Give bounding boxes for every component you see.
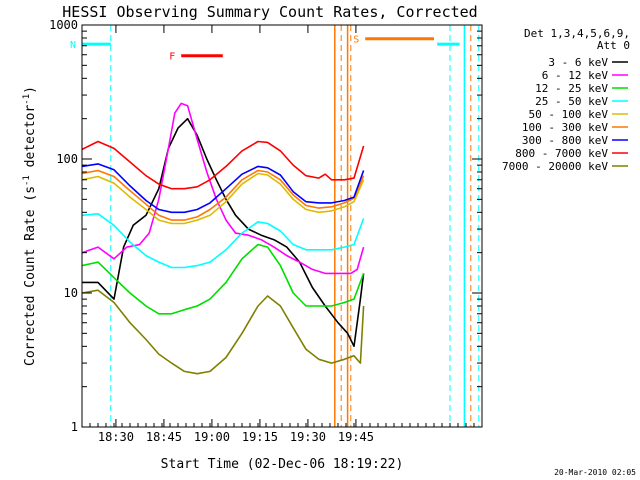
annotation-label-0: N xyxy=(70,40,76,51)
x-axis-label: Start Time (02-Dec-06 18:19:22) xyxy=(161,457,404,472)
x-tick-label-3: 19:15 xyxy=(242,430,278,444)
x-tick-label-5: 19:45 xyxy=(338,430,374,444)
legend-label-7: 800 - 7000 keV xyxy=(515,147,608,160)
legend-header-1: Att 0 xyxy=(597,39,630,52)
series-line-7 xyxy=(82,140,365,190)
legend-header-0: Det 1,3,4,5,6,9, xyxy=(524,27,630,40)
series-line-8 xyxy=(82,289,365,375)
legend-label-8: 7000 - 20000 keV xyxy=(502,160,608,173)
x-tick-label-4: 19:30 xyxy=(290,430,326,444)
legend-label-6: 300 - 800 keV xyxy=(522,134,608,147)
y-tick-label-0: 1 xyxy=(71,420,78,434)
legend-label-2: 12 - 25 keV xyxy=(535,82,608,95)
x-tick-label-2: 19:00 xyxy=(194,430,230,444)
y-tick-label-2: 100 xyxy=(56,152,78,166)
y-axis: 1 10 100 1000 xyxy=(49,18,482,434)
plot-area xyxy=(82,25,480,427)
legend-label-5: 100 - 300 keV xyxy=(522,121,608,134)
annotation-label-2: S xyxy=(353,35,359,46)
x-tick-label-1: 18:45 xyxy=(146,430,182,444)
x-tick-label-0: 18:30 xyxy=(98,430,134,444)
series-line-5 xyxy=(82,169,365,221)
series-line-4 xyxy=(82,172,365,225)
y-axis-label-end: ) xyxy=(23,86,38,94)
series-line-0 xyxy=(82,117,365,348)
footer-timestamp: 20-Mar-2010 02:05 xyxy=(554,468,636,477)
series-line-6 xyxy=(82,163,365,214)
series-line-3 xyxy=(82,213,365,269)
y-axis-label-exp2: -1 xyxy=(22,94,32,105)
legend-label-3: 25 - 50 keV xyxy=(535,95,608,108)
y-axis-label-exp1: -1 xyxy=(22,175,32,186)
series-line-2 xyxy=(82,243,365,315)
x-axis: 18:30 18:45 19:00 19:15 19:30 19:45 xyxy=(81,25,483,444)
legend-label-1: 6 - 12 keV xyxy=(542,69,609,82)
legend-label-0: 3 - 6 keV xyxy=(548,56,608,69)
series-line-1 xyxy=(82,102,365,275)
annotation-label-1: F xyxy=(169,52,175,63)
y-axis-label: Corrected Count Rate (s-1 detector-1) xyxy=(22,86,38,366)
chart-title: HESSI Observing Summary Count Rates, Cor… xyxy=(62,3,477,21)
y-axis-label-mid: detector xyxy=(23,105,38,176)
y-tick-label-3: 1000 xyxy=(49,18,78,32)
legend-label-4: 50 - 100 keV xyxy=(529,108,609,121)
y-axis-label-main: Corrected Count Rate (s xyxy=(23,186,38,366)
y-tick-label-1: 10 xyxy=(64,286,78,300)
